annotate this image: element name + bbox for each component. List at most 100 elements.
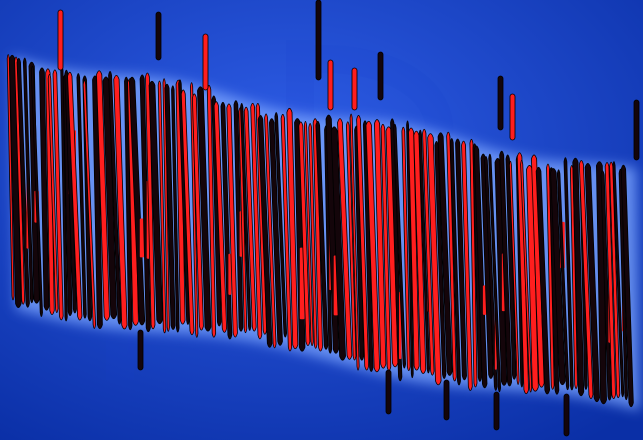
stripe-40 xyxy=(211,95,222,327)
stripe-77 xyxy=(401,126,411,372)
stripe-58 xyxy=(303,120,314,347)
stripe-57 xyxy=(298,121,311,346)
stripe-18 xyxy=(92,75,103,330)
stripe-83 xyxy=(427,133,442,386)
stripe-27 xyxy=(145,72,156,330)
stripe-88 xyxy=(455,138,467,381)
stripe-spikes xyxy=(57,0,640,437)
stripe-107 xyxy=(549,167,560,395)
stripe-9 xyxy=(47,74,59,313)
spike-14 xyxy=(563,393,570,437)
stripe-41 xyxy=(213,101,228,333)
stripe-22 xyxy=(113,74,128,330)
stripe-81 xyxy=(418,129,430,374)
stripe-62 xyxy=(324,125,333,354)
stripe-92 xyxy=(473,145,488,389)
stripe-8 xyxy=(45,68,55,315)
stripe-33 xyxy=(175,79,186,325)
stripe-53 xyxy=(274,112,288,338)
stripe-35 xyxy=(180,89,195,336)
stripe-19 xyxy=(96,70,110,321)
stripe-97 xyxy=(499,150,513,387)
stripe-80 xyxy=(413,130,427,374)
stripe-1 xyxy=(8,54,22,308)
stripe-109 xyxy=(556,169,570,391)
spike-4 xyxy=(327,59,334,111)
stripe-115 xyxy=(584,163,600,403)
stripe-52 xyxy=(268,118,283,346)
stripe-14 xyxy=(67,71,83,321)
stripe-66 xyxy=(345,121,357,361)
spike-7 xyxy=(497,75,504,131)
stripe-117 xyxy=(600,170,612,401)
stripe-116 xyxy=(596,161,607,405)
stripe-47 xyxy=(243,106,257,332)
stripe-118 xyxy=(604,162,616,400)
stripe-103 xyxy=(526,165,539,392)
stripe-highlight xyxy=(228,253,232,295)
stripe-48 xyxy=(250,102,263,340)
stripe-72 xyxy=(374,119,387,369)
stripe-114 xyxy=(578,160,594,400)
stripe-24 xyxy=(127,78,139,326)
stripe-45 xyxy=(238,107,248,334)
stripe-0 xyxy=(6,54,15,301)
spike-8 xyxy=(509,93,516,141)
spike-3 xyxy=(315,0,322,81)
stripe-73 xyxy=(380,123,392,372)
stripe-94 xyxy=(484,156,498,391)
stripe-46 xyxy=(240,102,252,331)
stripe-102 xyxy=(520,159,533,393)
stripe-71 xyxy=(365,120,381,373)
spike-12 xyxy=(443,379,450,421)
stripe-111 xyxy=(569,165,578,389)
stripe-3 xyxy=(16,57,30,308)
stripe-76 xyxy=(393,123,406,369)
stripe-highlight xyxy=(139,218,145,258)
stripe-86 xyxy=(446,131,457,382)
stripe-99 xyxy=(509,160,520,385)
stripe-50 xyxy=(257,114,273,348)
spike-6 xyxy=(377,51,384,101)
stripe-10 xyxy=(52,69,64,321)
stripe-30 xyxy=(162,78,170,332)
stripe-13 xyxy=(64,69,77,314)
stripe-67 xyxy=(349,113,360,371)
stripe-96 xyxy=(494,158,508,386)
stripe-64 xyxy=(330,126,346,361)
stripe-6 xyxy=(30,65,43,317)
stripe-98 xyxy=(505,154,517,380)
spike-10 xyxy=(137,329,144,371)
stripe-101 xyxy=(516,152,529,395)
spike-2 xyxy=(202,33,209,91)
stripe-36 xyxy=(190,82,199,338)
stripe-87 xyxy=(449,138,461,386)
stripe-7 xyxy=(39,67,50,311)
stripe-89 xyxy=(461,140,473,391)
spike-5 xyxy=(351,67,358,111)
stripe-59 xyxy=(308,123,318,349)
stripe-26 xyxy=(139,74,151,333)
spike-1 xyxy=(155,11,162,61)
stripe-112 xyxy=(572,157,585,397)
spike-11 xyxy=(385,369,392,415)
stripe-119 xyxy=(609,161,621,399)
stripe-69 xyxy=(356,115,369,371)
stripe-55 xyxy=(286,107,299,350)
stripe-21 xyxy=(108,70,122,325)
stripe-43 xyxy=(226,103,238,338)
spike-13 xyxy=(493,391,500,431)
stripe-84 xyxy=(434,140,447,379)
stripe-85 xyxy=(437,132,453,376)
stripe-108 xyxy=(550,168,566,386)
stripe-54 xyxy=(280,113,293,352)
stripe-band xyxy=(6,54,634,408)
stripe-105 xyxy=(535,166,551,395)
stripe-79 xyxy=(408,127,420,371)
stripe-95 xyxy=(488,153,502,393)
stripe-15 xyxy=(76,73,87,319)
stripe-82 xyxy=(422,128,435,376)
stripe-106 xyxy=(546,163,555,390)
